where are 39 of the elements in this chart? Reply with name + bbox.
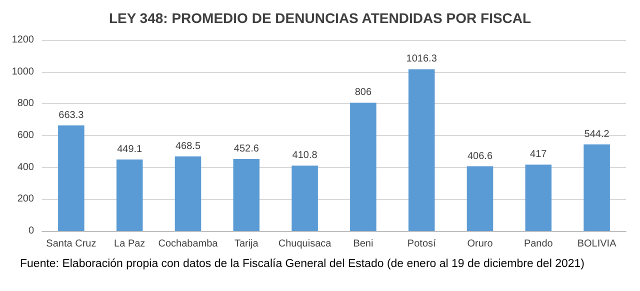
x-tick-label: Santa Cruz [46, 238, 96, 250]
x-tick-label: Oruro [467, 238, 494, 250]
y-tick-label: 800 [17, 98, 34, 110]
source-note: Fuente: Elaboración propia con datos de la Fiscalía General del Estado (de enero al 19 de diciembre del 2021) [20, 258, 585, 270]
x-tick-label: Cochabamba [158, 238, 218, 250]
data-label: 452.6 [234, 143, 260, 154]
y-tick-label: 1200 [12, 34, 34, 46]
data-label: 417 [530, 149, 548, 160]
y-tick-label: 400 [17, 162, 34, 173]
bar [466, 166, 494, 231]
bar [408, 69, 435, 231]
data-label: 468.5 [175, 140, 201, 152]
x-tick-label: Beni [353, 238, 374, 250]
bar [584, 144, 610, 231]
y-tick-label: 200 [17, 194, 34, 205]
x-tick-label: Tarija [234, 238, 259, 250]
data-label: 410.8 [292, 150, 318, 162]
y-tick-label: 0 [28, 226, 34, 236]
bar [174, 156, 202, 231]
data-label: 1016.3 [406, 54, 438, 65]
bar [525, 164, 552, 231]
bar [350, 102, 376, 231]
x-tick-label: BOLIVIA [577, 238, 617, 250]
bar [58, 125, 84, 231]
bar [233, 158, 260, 231]
data-label: 663.3 [58, 110, 84, 121]
bar [292, 166, 318, 231]
data-label: 406.6 [467, 150, 493, 162]
data-label: 806 [354, 87, 372, 98]
x-tick-label: Potosí [407, 238, 436, 250]
x-tick-label: Pando [524, 238, 554, 250]
y-tick-label: 1000 [12, 66, 34, 78]
x-tick-label: La Paz [114, 238, 146, 250]
bar [116, 160, 143, 231]
data-label: 449.1 [117, 144, 143, 156]
chart-title: LEY 348: PROMEDIO DE DENUNCIAS ATENDIDAS POR FISCAL [108, 10, 532, 26]
data-label: 544.2 [584, 128, 610, 140]
x-tick-label: Chuquisaca [278, 238, 332, 250]
y-tick-label: 600 [17, 130, 34, 141]
